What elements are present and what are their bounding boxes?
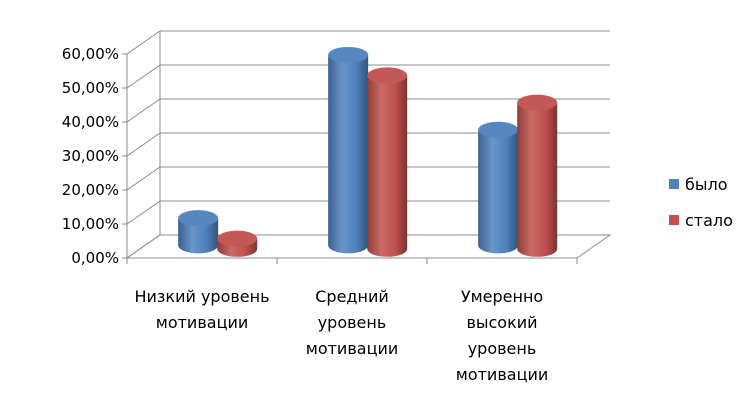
legend: было стало bbox=[669, 175, 733, 230]
bar-top bbox=[517, 94, 558, 111]
bars bbox=[178, 46, 558, 257]
gridline bbox=[126, 166, 610, 191]
bar-top bbox=[178, 210, 219, 227]
legend-item-было: было bbox=[669, 175, 728, 194]
bar-top bbox=[478, 121, 519, 138]
x-category-label: Средний bbox=[315, 287, 389, 306]
bar-body bbox=[478, 129, 519, 254]
y-tick-label: 20,00% bbox=[62, 181, 119, 199]
labels: 0,00% 10,00% 20,00% 30,00% 40,00% 50,00% 60,00… bbox=[62, 45, 548, 384]
gridline bbox=[126, 30, 610, 55]
bar-было-2 bbox=[478, 121, 519, 254]
bar-top bbox=[328, 46, 369, 63]
y-tick-label: 0,00% bbox=[71, 249, 119, 267]
grid bbox=[122, 30, 612, 264]
x-category-label: уровень bbox=[468, 339, 537, 358]
y-tick-label: 10,00% bbox=[62, 215, 119, 233]
bar-стало-0 bbox=[217, 230, 258, 257]
y-tick-label: 60,00% bbox=[62, 45, 119, 63]
bar-body bbox=[517, 102, 558, 257]
x-category-label: Низкий уровень bbox=[134, 287, 269, 306]
gridline bbox=[126, 98, 610, 123]
x-category-label: мотивации bbox=[456, 365, 549, 384]
gridline bbox=[126, 64, 610, 89]
y-tick-label: 30,00% bbox=[62, 147, 119, 165]
legend-label: стало bbox=[685, 211, 733, 230]
legend-label: было bbox=[685, 175, 728, 194]
bar-body bbox=[178, 218, 219, 254]
x-category-label: Умеренно bbox=[461, 287, 543, 306]
bar-top bbox=[367, 67, 408, 84]
gridline bbox=[126, 200, 610, 225]
bar-body bbox=[328, 54, 369, 254]
bar-body bbox=[367, 75, 408, 257]
x-category-label: высокий bbox=[466, 313, 537, 332]
legend-item-стало: стало bbox=[669, 211, 733, 230]
x-category-label: уровень bbox=[318, 313, 387, 332]
legend-swatch bbox=[669, 215, 679, 225]
bar-было-1 bbox=[328, 46, 369, 254]
y-tick-label: 50,00% bbox=[62, 79, 119, 97]
x-category-label: мотивации bbox=[156, 313, 249, 332]
x-category-label: мотивации bbox=[306, 339, 399, 358]
gridline bbox=[126, 132, 610, 157]
bar-стало-2 bbox=[517, 94, 558, 257]
bar-стало-1 bbox=[367, 67, 408, 257]
legend-swatch bbox=[669, 179, 679, 189]
bar-top bbox=[217, 230, 258, 247]
y-tick-label: 40,00% bbox=[62, 113, 119, 131]
bar-было-0 bbox=[178, 210, 219, 254]
